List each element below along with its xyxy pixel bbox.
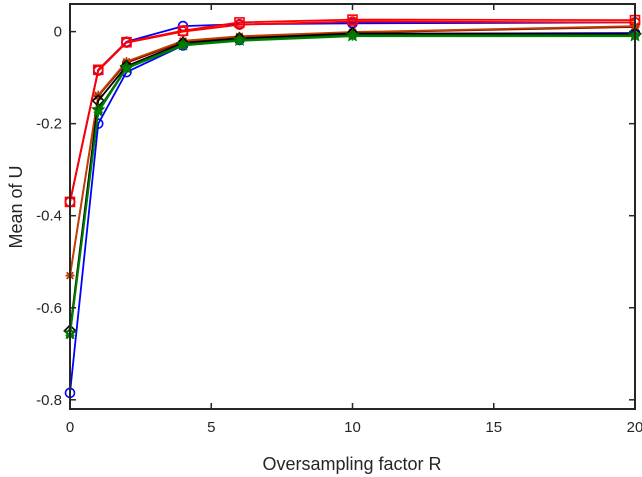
series-9-point-5 (235, 36, 244, 46)
x-tick-label-2: 5 (207, 419, 215, 436)
series-9-point-2 (93, 107, 103, 117)
series-9-point-4 (178, 40, 188, 50)
x-tick-label-5: 20 (627, 419, 642, 436)
series-4-point-6 (347, 14, 358, 25)
y-tick-label-4: -0.6 (36, 300, 62, 317)
series-9-point-3 (122, 63, 131, 73)
y-tick-label-2: -0.2 (36, 116, 62, 133)
series-4-point-4 (177, 25, 189, 36)
y-axis-label: Mean of U (6, 165, 26, 248)
series-4-point-5 (234, 17, 245, 28)
series-9-point-6 (348, 31, 357, 41)
series-4-point-3 (121, 36, 132, 48)
y-tick-label-1: 0 (54, 24, 62, 41)
y-tick-label-5: -0.8 (36, 392, 62, 409)
plot-background (70, 4, 635, 409)
series-4-line (69, 18, 636, 203)
series-4-point-2 (92, 64, 104, 76)
x-tick-label-1: 0 (66, 419, 74, 436)
axes-layer: 0 5 10 15 20 0 -0.2 -0.4 -0.6 -0.8 (36, 3, 642, 436)
y-tick-label-3: -0.4 (36, 208, 62, 225)
x-tick-label-4: 15 (485, 419, 502, 436)
x-tick-label-3: 10 (344, 419, 361, 436)
x-axis-label: Oversampling factor R (262, 454, 441, 474)
